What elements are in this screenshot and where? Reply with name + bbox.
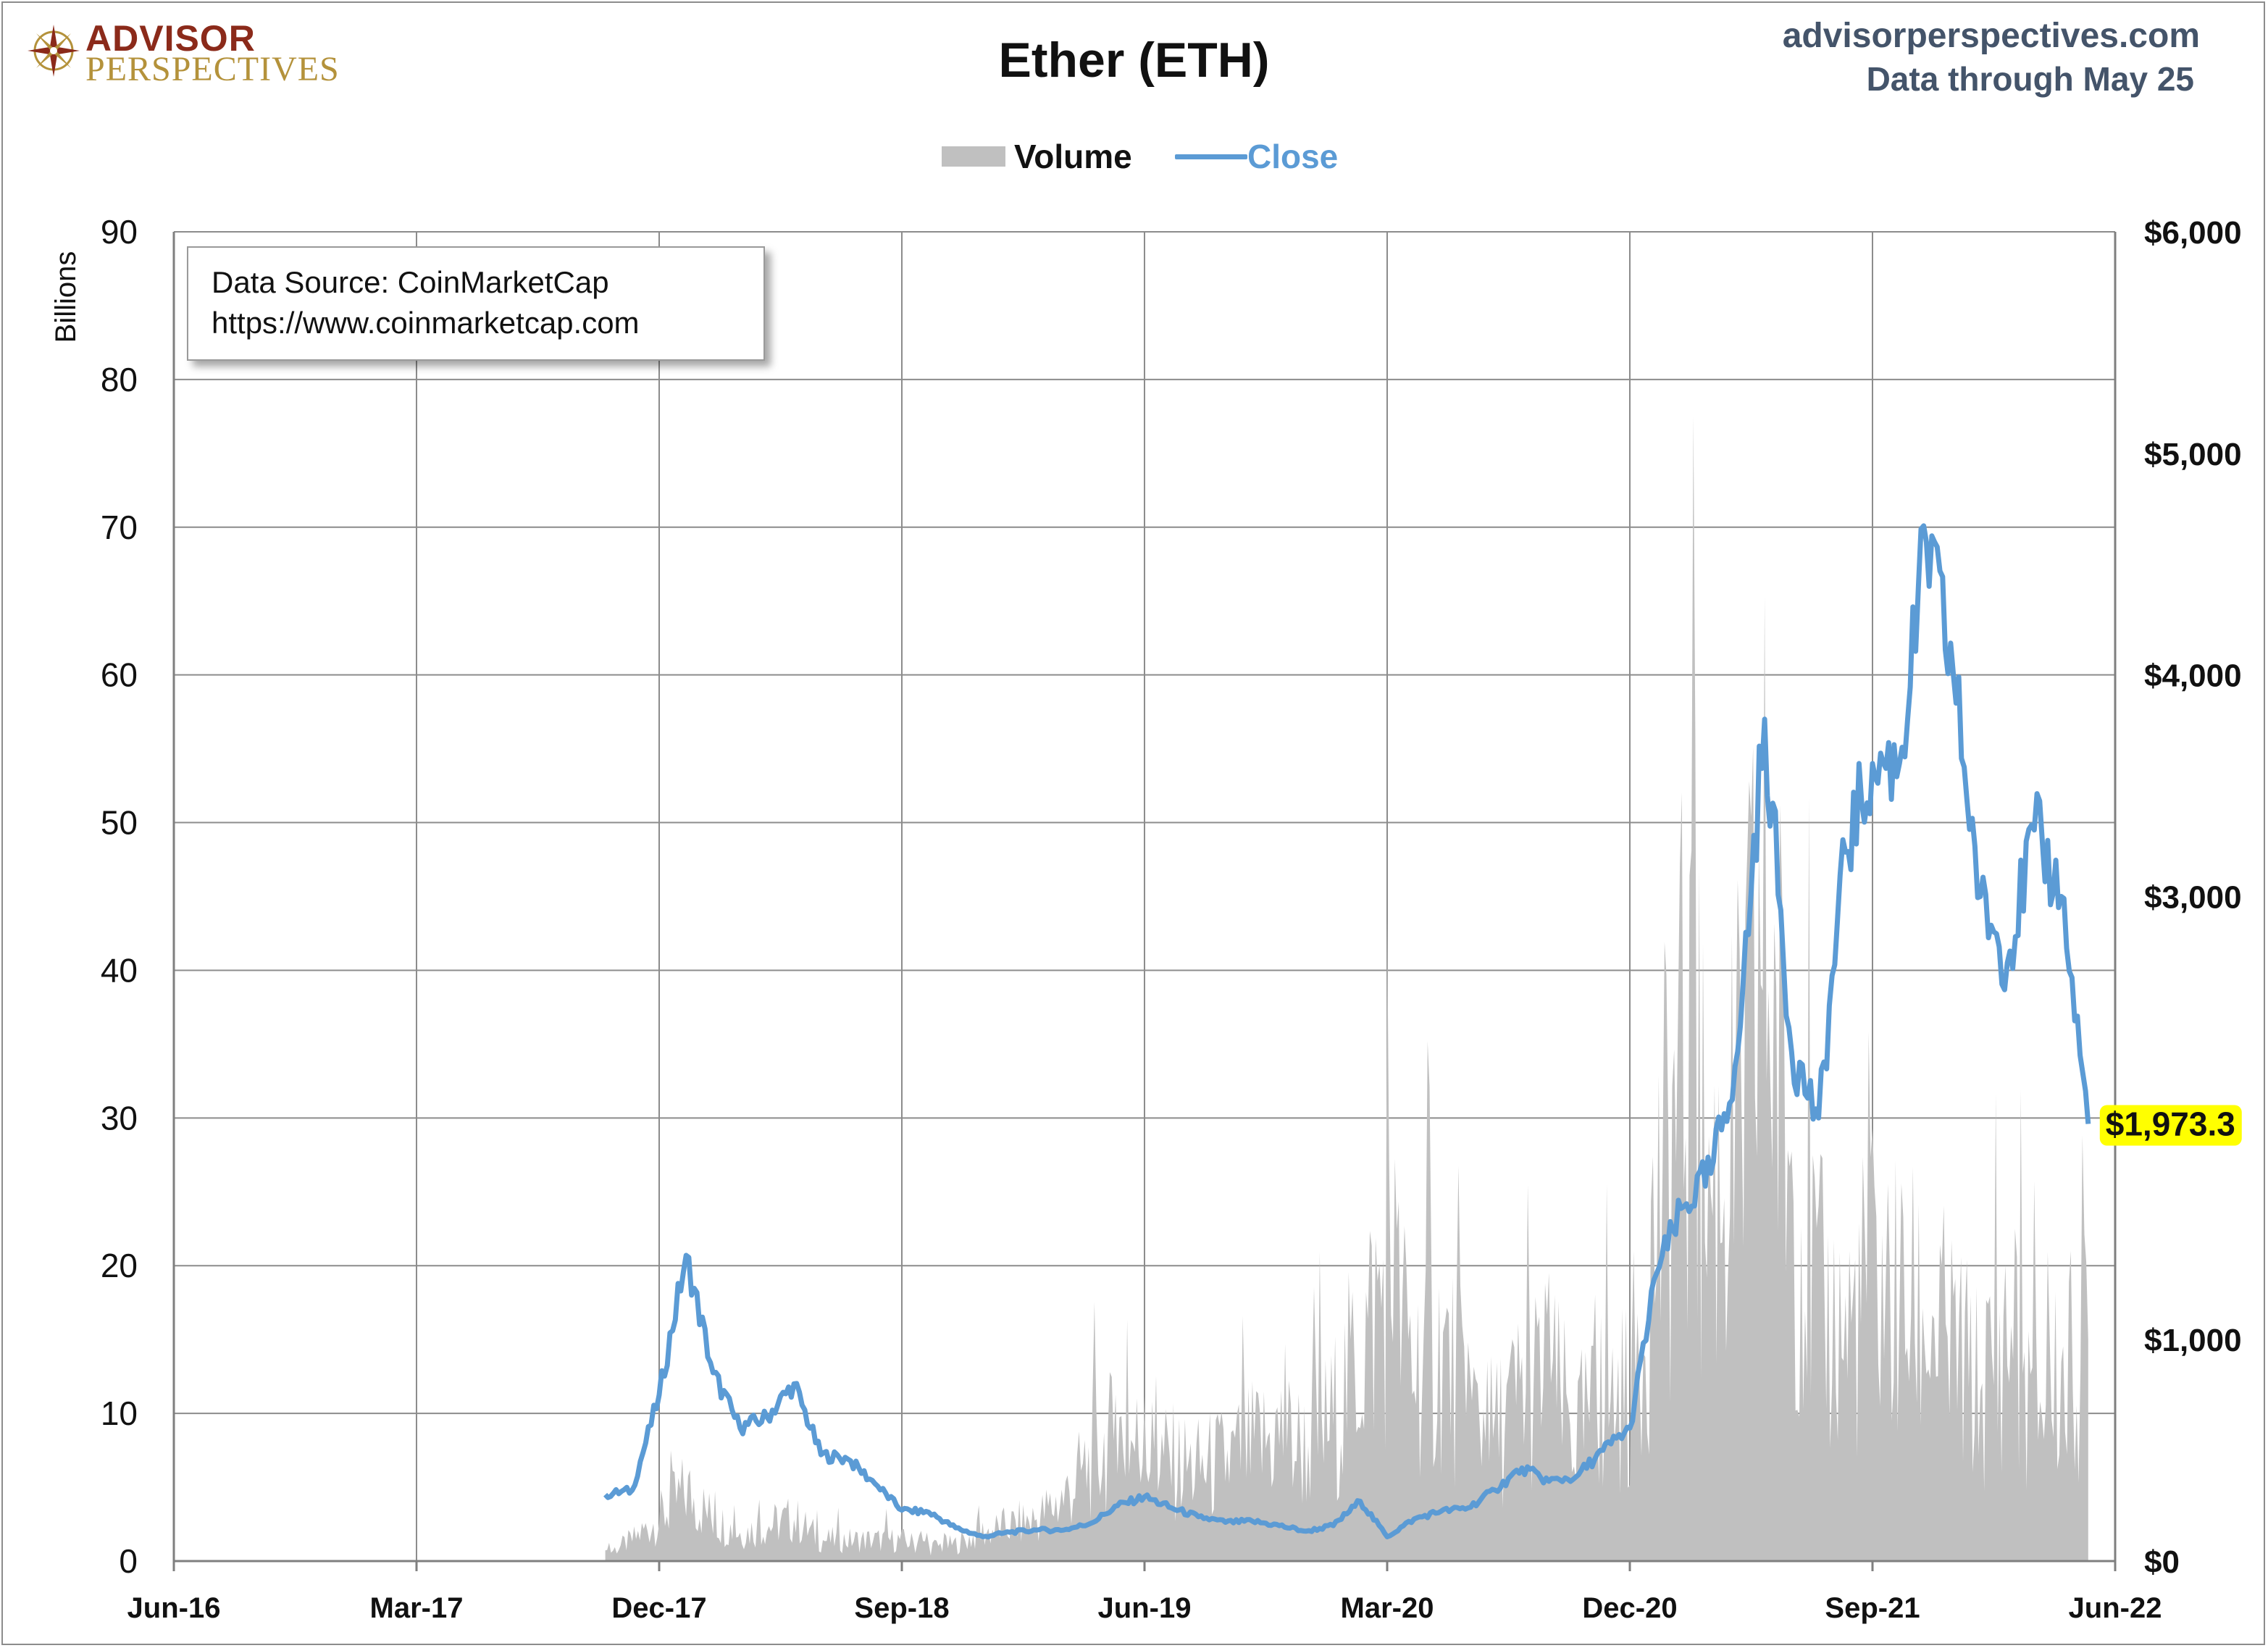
advisor-perspectives-logo: ADVISOR PERSPECTIVES: [26, 17, 339, 87]
x-tick-label: Mar-17: [370, 1592, 464, 1624]
close-series: [603, 523, 2091, 1540]
left-axis-ticks: 0 10 20 30 40 50 60 70 80 90: [101, 213, 138, 1580]
volume-series: [605, 416, 2088, 1562]
left-tick-label: 50: [101, 804, 138, 842]
right-tick-label: $1,000: [2144, 1323, 2242, 1358]
legend-label-close: Close: [1247, 138, 1339, 175]
left-tick-label: 40: [101, 951, 138, 989]
right-tick-label: $3,000: [2144, 880, 2242, 916]
logo-text-top: ADVISOR: [85, 18, 256, 59]
right-tick-label: $5,000: [2144, 437, 2242, 472]
left-axis-label: Billions: [50, 251, 82, 343]
x-tick-label: Sep-21: [1825, 1592, 1920, 1624]
x-tick-label: Jun-22: [2069, 1592, 2162, 1624]
left-tick-label: 10: [101, 1394, 138, 1432]
legend-swatch-volume: [942, 146, 1005, 167]
right-tick-label: $6,000: [2144, 215, 2242, 251]
data-source-line: Data Source: CoinMarketCap: [212, 265, 609, 299]
legend-swatch-close: [1175, 154, 1247, 159]
x-axis-ticks: Jun-16 Mar-17 Dec-17 Sep-18 Jun-19 Mar-20 Dec-…: [127, 1561, 2162, 1624]
left-tick-label: 60: [101, 656, 138, 694]
legend-item-close: Close: [1175, 135, 1338, 178]
x-tick-label: Sep-18: [854, 1592, 949, 1624]
data-source-box: Data Source: CoinMarketCap https://www.c…: [187, 246, 765, 361]
left-tick-label: 0: [119, 1542, 138, 1580]
legend-label-volume: Volume: [1014, 138, 1132, 175]
left-tick-label: 30: [101, 1099, 138, 1137]
left-tick-label: 80: [101, 361, 138, 398]
right-axis-ticks: $0$1,000$2,000$3,000$4,000$5,000$6,000: [2144, 215, 2242, 1580]
x-tick-label: Jun-16: [127, 1592, 221, 1624]
data-through-date: Data through May 25: [1866, 60, 2194, 98]
last-value-callout: $1,973.3: [2099, 1105, 2242, 1146]
right-tick-label: $0: [2144, 1544, 2180, 1580]
x-tick-label: Jun-19: [1098, 1592, 1192, 1624]
x-tick-label: Dec-17: [611, 1592, 706, 1624]
last-value-label: $1,973.3: [2106, 1105, 2235, 1142]
site-url: advisorperspectives.com: [1782, 17, 2200, 55]
logo-text-bottom: PERSPECTIVES: [85, 50, 340, 88]
close-line: [603, 523, 2091, 1540]
left-tick-label: 90: [101, 213, 138, 251]
legend-item-volume: Volume: [942, 135, 1132, 178]
x-tick-label: Dec-20: [1582, 1592, 1677, 1624]
right-tick-label: $4,000: [2144, 658, 2242, 694]
left-tick-label: 70: [101, 509, 138, 546]
left-tick-label: 20: [101, 1247, 138, 1284]
x-tick-label: Mar-20: [1341, 1592, 1434, 1624]
data-source-url: https://www.coinmarketcap.com: [212, 306, 640, 340]
chart-title: Ether (ETH): [998, 33, 1270, 88]
compass-rose-icon: [28, 25, 80, 77]
volume-area: [605, 416, 2088, 1562]
last-value-highlight: [2099, 1105, 2242, 1146]
